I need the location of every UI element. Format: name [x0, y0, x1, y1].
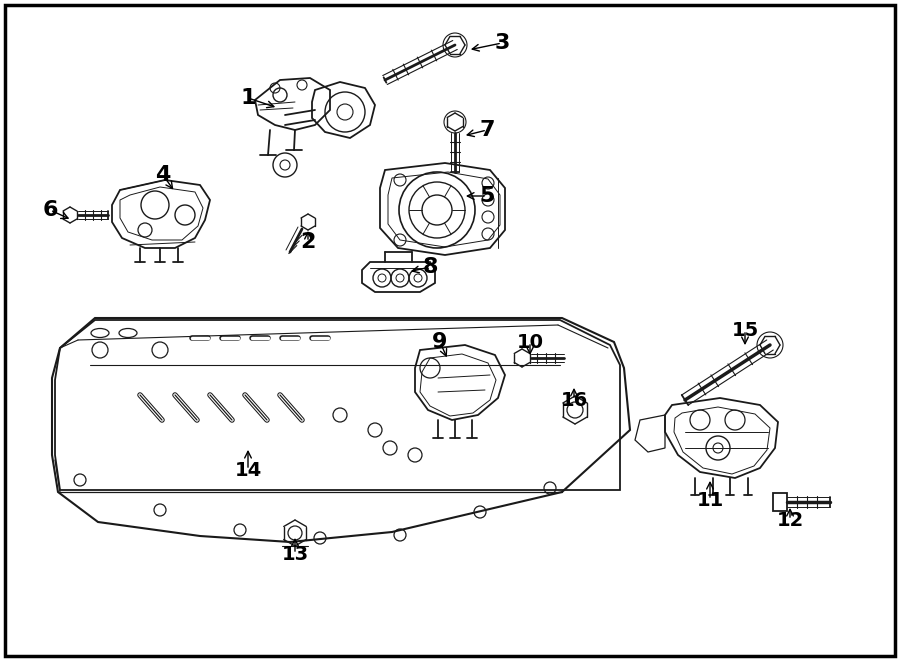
Text: 11: 11	[697, 490, 724, 510]
Text: 3: 3	[494, 33, 509, 53]
Text: 13: 13	[282, 545, 309, 563]
Text: 5: 5	[480, 186, 495, 206]
Text: 7: 7	[479, 120, 495, 140]
Text: 14: 14	[234, 461, 262, 479]
Text: 8: 8	[422, 257, 437, 277]
Text: 16: 16	[561, 391, 588, 410]
Text: 2: 2	[301, 232, 316, 252]
Text: 10: 10	[517, 332, 544, 352]
Text: 6: 6	[42, 200, 58, 220]
Text: 9: 9	[432, 332, 447, 352]
Text: 1: 1	[240, 88, 256, 108]
Text: 4: 4	[156, 165, 171, 185]
Text: 15: 15	[732, 321, 759, 340]
Text: 12: 12	[777, 510, 804, 529]
